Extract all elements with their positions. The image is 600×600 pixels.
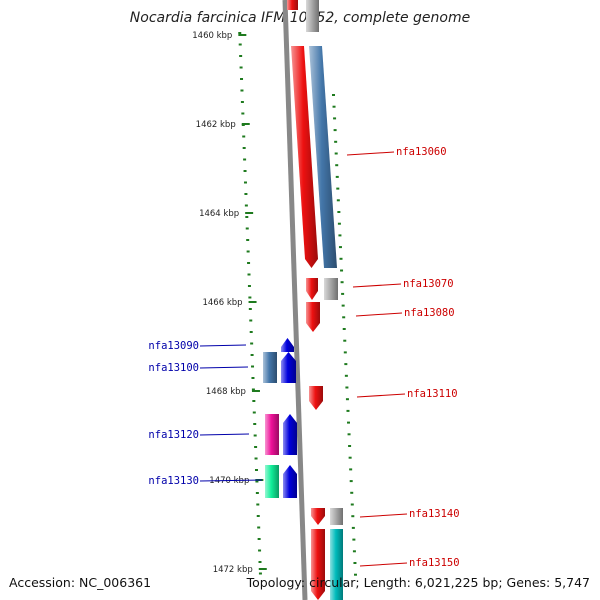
accession-text: Accession: NC_006361	[9, 575, 152, 590]
map-title: Nocardia farcinica IFM 10152, complete g…	[129, 10, 471, 26]
gene-block[interactable]	[309, 386, 323, 410]
gene-block[interactable]	[281, 338, 294, 352]
gene-block[interactable]	[306, 278, 318, 300]
gene-label[interactable]: nfa13100	[148, 362, 199, 374]
gene-label[interactable]: nfa13070	[403, 278, 454, 290]
gene-block[interactable]	[263, 352, 277, 383]
gene-label[interactable]: nfa13060	[396, 146, 447, 158]
gene-label[interactable]: nfa13130	[148, 475, 199, 487]
scale-label: 1462 kbp	[196, 120, 236, 130]
gene-block[interactable]	[265, 465, 279, 498]
scale-label: 1464 kbp	[199, 209, 239, 219]
gene-block[interactable]	[309, 46, 337, 268]
gene-leader-line	[199, 344, 247, 347]
gene-leader-line	[352, 283, 402, 288]
gene-block[interactable]	[281, 352, 296, 383]
genome-backbone	[282, 0, 308, 600]
gene-label[interactable]: nfa13150	[409, 557, 460, 569]
gene-block[interactable]	[287, 0, 298, 10]
gene-leader-line	[346, 151, 395, 156]
gene-label[interactable]: nfa13090	[148, 340, 199, 352]
gene-leader-line	[356, 393, 406, 398]
gene-block[interactable]	[311, 508, 325, 525]
gene-leader-line	[199, 366, 249, 369]
gene-leader-line	[359, 562, 408, 567]
gene-block[interactable]	[324, 278, 338, 300]
gene-block[interactable]	[311, 529, 325, 600]
gene-block[interactable]	[330, 508, 343, 525]
scale-label: 1468 kbp	[206, 387, 246, 397]
gene-block[interactable]	[283, 465, 297, 498]
scale-label: 1460 kbp	[192, 31, 232, 41]
scale-label: 1472 kbp	[213, 565, 253, 575]
gene-block[interactable]	[265, 414, 279, 455]
gene-label[interactable]: nfa13140	[409, 508, 460, 520]
topology-text: Topology: circular; Length: 6,021,225 bp…	[246, 575, 590, 590]
gene-block[interactable]	[291, 46, 318, 268]
gene-block[interactable]	[283, 414, 297, 455]
gene-block[interactable]	[306, 302, 320, 332]
gene-label[interactable]: nfa13110	[407, 388, 458, 400]
gene-leader-line	[355, 312, 403, 317]
gene-label[interactable]: nfa13120	[148, 429, 199, 441]
gene-block[interactable]	[306, 0, 319, 32]
scale-label: 1466 kbp	[202, 298, 242, 308]
gene-leader-line	[199, 479, 263, 482]
gene-leader-line	[359, 513, 408, 518]
gene-leader-line	[199, 433, 250, 436]
gene-block[interactable]	[330, 529, 343, 600]
gene-label[interactable]: nfa13080	[404, 307, 455, 319]
